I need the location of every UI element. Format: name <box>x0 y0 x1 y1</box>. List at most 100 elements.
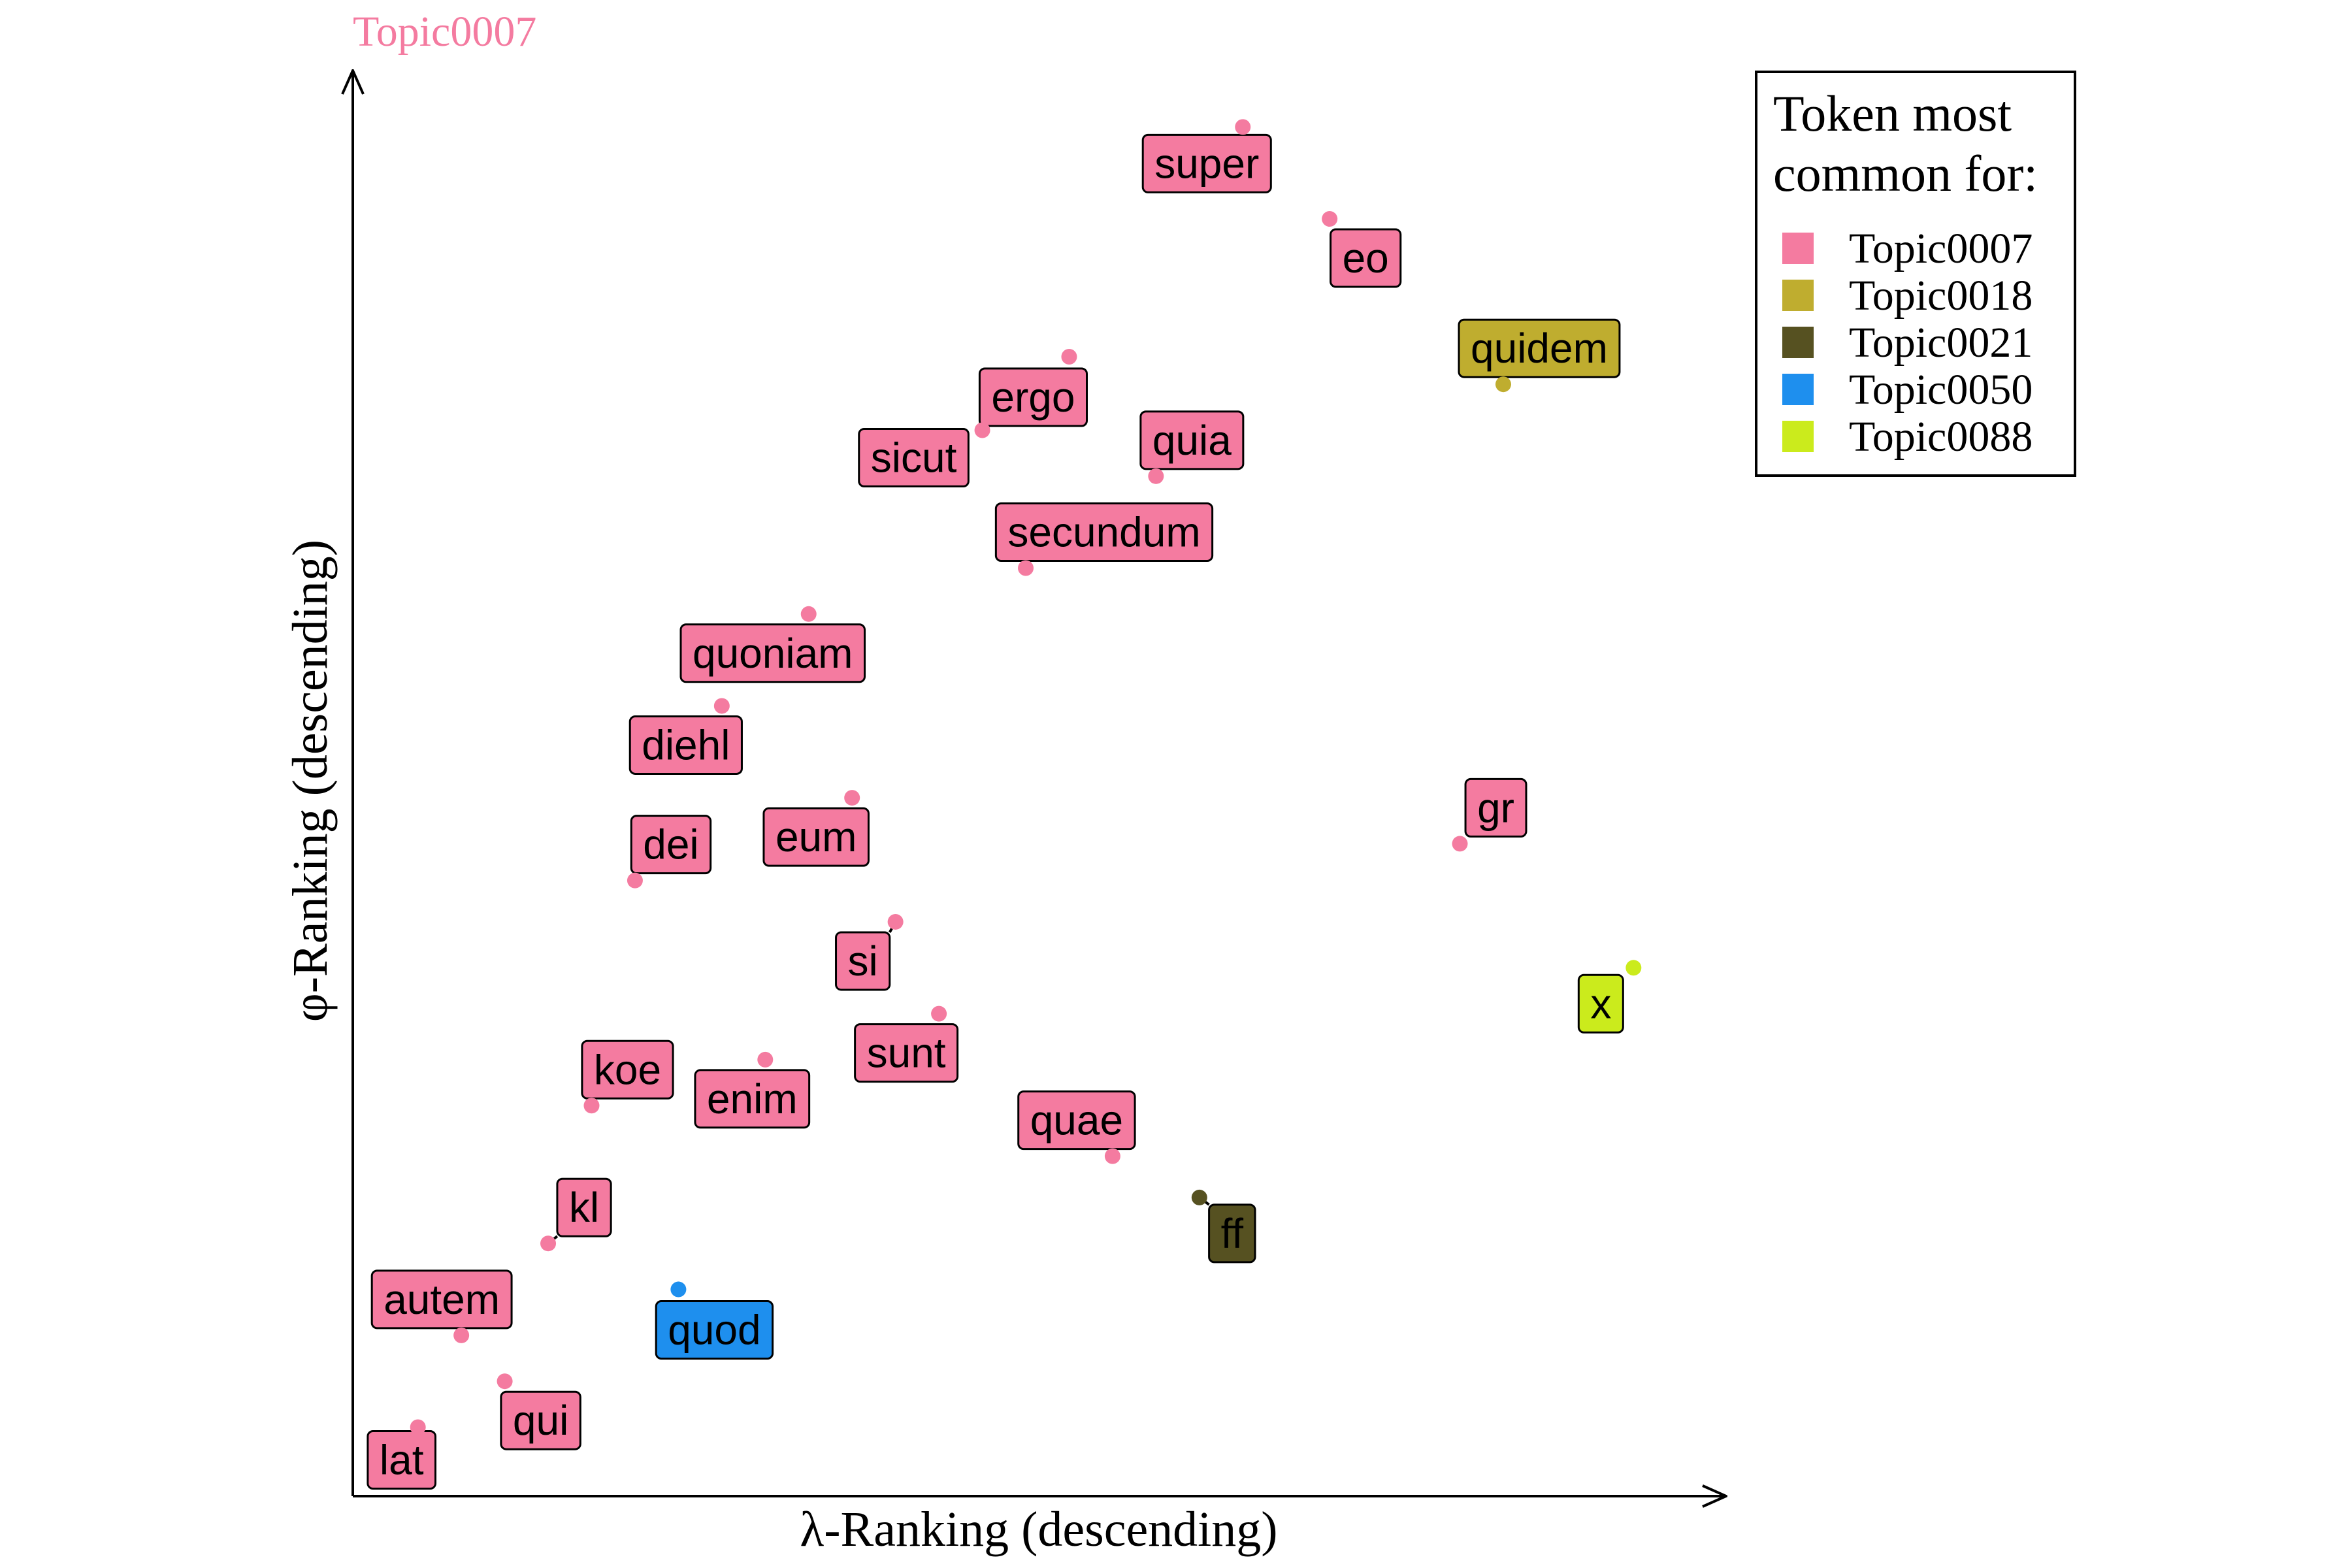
legend-swatch-Topic0021 <box>1782 327 1814 358</box>
point-label-box-diehl <box>629 715 743 775</box>
point-label-box-si <box>835 931 891 991</box>
point-sicut <box>974 422 990 438</box>
point-qui <box>497 1373 513 1390</box>
point-group-secundum: secundum <box>994 502 1214 576</box>
point-label-box-secundum <box>994 502 1214 562</box>
point-ff <box>1191 1189 1207 1205</box>
point-label-quoniam: quoniam <box>693 630 853 677</box>
point-group-quoniam: quoniam <box>679 606 866 683</box>
point-label-secundum: secundum <box>1007 508 1200 555</box>
point-label-box-eo <box>1330 228 1402 288</box>
legend-swatch-Topic0007 <box>1782 233 1814 264</box>
point-diehl <box>713 698 730 714</box>
point-label-quia: quia <box>1152 417 1232 464</box>
point-label-quod: quod <box>668 1307 760 1354</box>
point-label-super: super <box>1154 140 1259 187</box>
point-label-box-quoniam <box>679 623 866 683</box>
point-group-koe: koe <box>581 1039 674 1114</box>
point-quae <box>1104 1148 1120 1164</box>
legend-entries: Topic0007Topic0018Topic0021Topic0050Topi… <box>1782 225 2033 461</box>
legend-title-line-2: common for: <box>1773 145 2038 202</box>
point-group-ff: ff <box>1191 1189 1256 1264</box>
point-gr <box>1452 836 1468 852</box>
point-si <box>887 913 904 930</box>
point-group-x: x <box>1577 960 1642 1034</box>
point-label-box-eum <box>762 807 870 867</box>
point-label-enim: enim <box>707 1075 798 1122</box>
point-group-autem: autem <box>370 1269 513 1343</box>
point-group-eum: eum <box>762 790 870 867</box>
point-quidem <box>1495 376 1511 393</box>
point-label-box-sunt <box>854 1023 959 1083</box>
point-label-dei: dei <box>643 821 698 868</box>
point-label-box-ergo <box>978 367 1088 427</box>
point-group-quidem: quidem <box>1458 318 1621 393</box>
point-label-box-quae <box>1017 1090 1136 1151</box>
point-label-box-kl <box>556 1177 612 1237</box>
point-group-sicut: sicut <box>858 422 990 488</box>
point-label-box-quia <box>1139 410 1245 470</box>
legend-label-Topic0007: Topic0007 <box>1849 225 2033 272</box>
point-label-box-x <box>1577 973 1624 1034</box>
point-label-box-enim <box>694 1069 811 1129</box>
point-group-quod: quod <box>655 1281 774 1360</box>
point-group-eo: eo <box>1322 211 1402 288</box>
point-enim <box>757 1051 774 1068</box>
point-super <box>1235 119 1251 135</box>
point-label-box-lat <box>367 1430 436 1490</box>
point-label-diehl: diehl <box>642 721 730 768</box>
point-kl <box>540 1235 557 1252</box>
point-koe <box>583 1098 600 1114</box>
point-label-lat: lat <box>380 1437 424 1484</box>
point-label-x: x <box>1590 980 1611 1027</box>
point-label-eum: eum <box>776 813 857 860</box>
point-label-box-gr <box>1464 777 1527 838</box>
point-label-sicut: sicut <box>871 434 957 482</box>
point-label-ergo: ergo <box>991 374 1075 421</box>
legend-box <box>1755 71 2076 477</box>
point-label-autem: autem <box>384 1276 500 1323</box>
point-label-ff: ff <box>1221 1210 1244 1257</box>
point-group-ergo: ergo <box>978 349 1088 427</box>
legend-label-Topic0050: Topic0050 <box>1849 366 2033 414</box>
point-label-eo: eo <box>1343 235 1389 282</box>
point-label-gr: gr <box>1477 784 1514 831</box>
point-sunt <box>931 1005 947 1022</box>
legend-label-Topic0021: Topic0021 <box>1849 319 2033 367</box>
point-group-sunt: sunt <box>854 1005 959 1083</box>
point-label-box-super <box>1141 133 1272 193</box>
x-axis-label: λ-Ranking (descending) <box>800 1502 1277 1557</box>
point-group-quae: quae <box>1017 1090 1136 1164</box>
legend-title-line-1: Token most <box>1773 85 2012 142</box>
legend-swatch-Topic0088 <box>1782 421 1814 452</box>
point-group-dei: dei <box>627 815 712 889</box>
point-eo <box>1322 211 1338 227</box>
point-label-box-dei <box>630 815 712 875</box>
point-ergo <box>1061 349 1077 365</box>
point-label-box-koe <box>581 1039 674 1100</box>
point-label-koe: koe <box>594 1046 661 1093</box>
point-eum <box>844 790 860 806</box>
legend-label-Topic0088: Topic0088 <box>1849 413 2033 461</box>
point-group-gr: gr <box>1452 777 1527 852</box>
point-label-si: si <box>848 938 878 985</box>
point-label-box-sicut <box>858 428 970 488</box>
point-label-box-quidem <box>1458 318 1621 378</box>
legend-swatch-Topic0018 <box>1782 280 1814 311</box>
point-quod <box>670 1281 687 1298</box>
point-autem <box>453 1327 470 1343</box>
legend-label-Topic0018: Topic0018 <box>1849 272 2033 319</box>
point-quoniam <box>800 606 817 622</box>
point-label-sunt: sunt <box>867 1030 946 1077</box>
point-group-kl: kl <box>540 1177 612 1252</box>
point-label-box-qui <box>500 1390 581 1450</box>
point-group-si: si <box>835 913 904 991</box>
point-label-box-ff <box>1208 1203 1256 1264</box>
point-group-diehl: diehl <box>629 698 743 775</box>
point-label-quae: quae <box>1030 1097 1123 1144</box>
point-label-box-quod <box>655 1300 774 1360</box>
point-dei <box>627 872 643 889</box>
chart-title: Topic0007 <box>353 8 536 56</box>
point-group-quia: quia <box>1139 410 1245 484</box>
